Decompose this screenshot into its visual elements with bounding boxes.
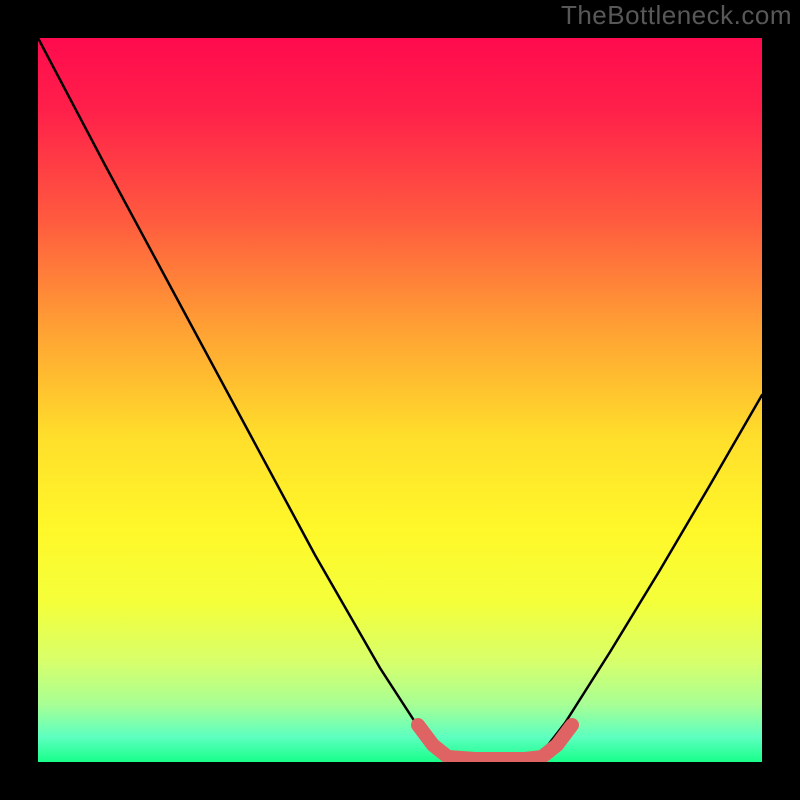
watermark-text: TheBottleneck.com xyxy=(561,0,792,31)
frame-bottom xyxy=(0,762,800,800)
frame-left xyxy=(0,0,38,800)
bottleneck-chart xyxy=(0,0,800,800)
heatmap-background xyxy=(38,38,762,762)
frame-right xyxy=(762,0,800,800)
